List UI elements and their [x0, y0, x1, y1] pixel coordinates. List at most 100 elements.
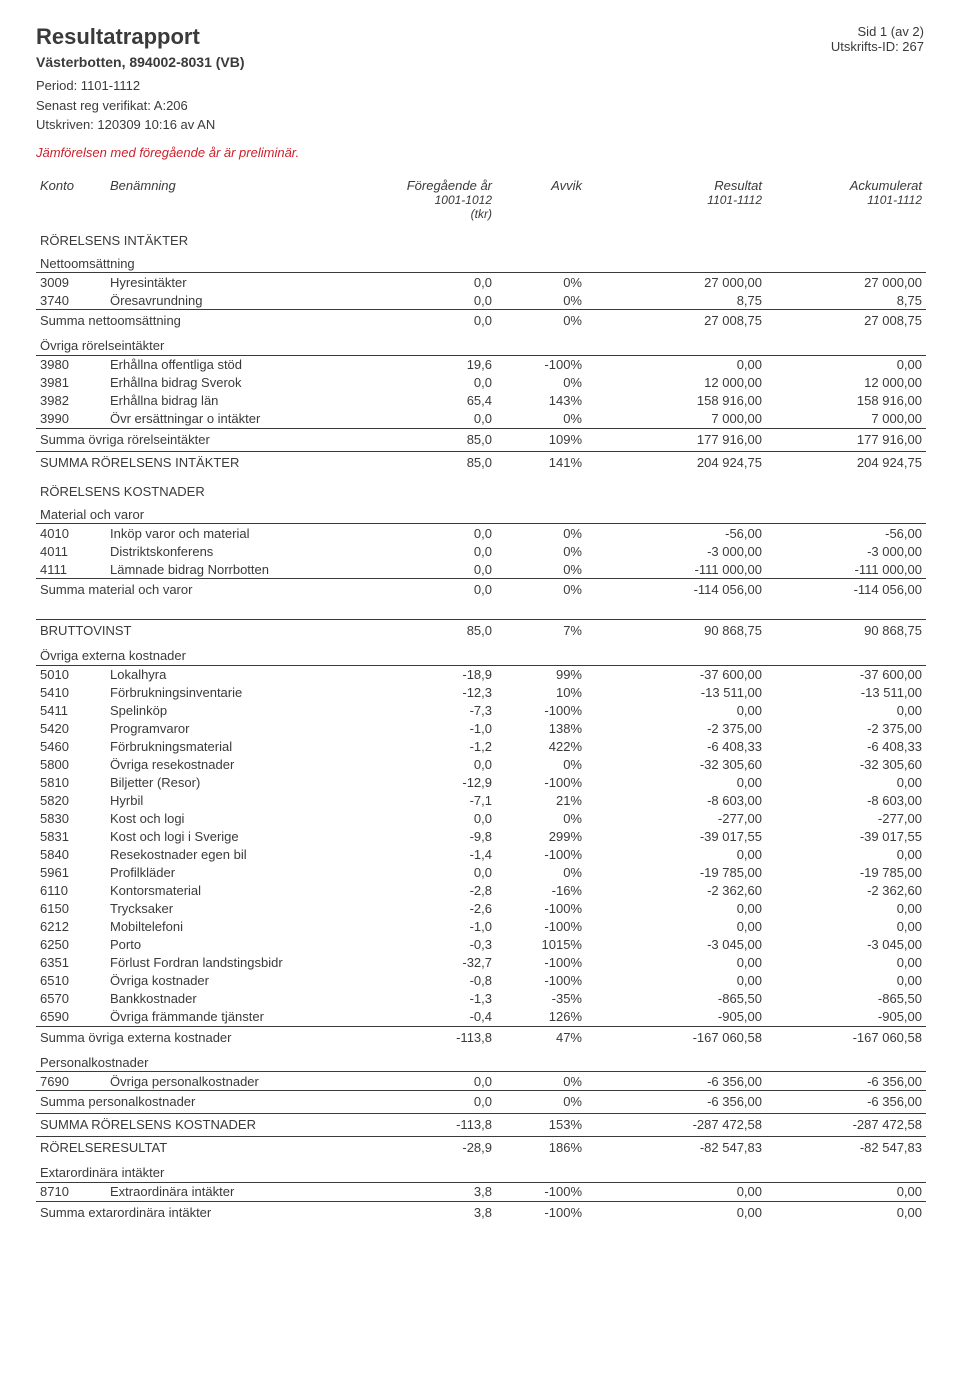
cell-result: -82 547,83: [586, 1137, 766, 1160]
sum-label: RÖRELSERESULTAT: [36, 1137, 366, 1160]
cell-result: 0,00: [586, 918, 766, 936]
cell-avvik: 422%: [496, 738, 586, 756]
subsection-label: Extarordinära intäkter: [36, 1159, 926, 1182]
subsection-label: Material och varor: [36, 501, 926, 524]
cell-result: -167 060,58: [586, 1026, 766, 1049]
cell-ackum: -114 056,00: [766, 579, 926, 602]
cell-konto: 6351: [36, 954, 106, 972]
cell-ackum: 0,00: [766, 918, 926, 936]
gap-row: [36, 601, 926, 620]
cell-result: -2 362,60: [586, 882, 766, 900]
cell-avvik: 0%: [496, 1091, 586, 1114]
cell-prev: 0,0: [366, 310, 496, 333]
cell-ackum: -6 356,00: [766, 1072, 926, 1091]
sum-row: Summa extarordinära intäkter3,8-100%0,00…: [36, 1201, 926, 1224]
subsection-label: Personalkostnader: [36, 1049, 926, 1072]
cell-prev: -113,8: [366, 1026, 496, 1049]
cell-avvik: 10%: [496, 684, 586, 702]
cell-avvik: 138%: [496, 720, 586, 738]
cell-konto: 5420: [36, 720, 106, 738]
cell-result: 158 916,00: [586, 392, 766, 410]
table-row: 5830Kost och logi0,00%-277,00-277,00: [36, 810, 926, 828]
cell-ackum: 0,00: [766, 774, 926, 792]
cell-benamning: Öresavrundning: [106, 291, 366, 310]
cell-prev: -9,8: [366, 828, 496, 846]
utskriven: Utskriven: 120309 10:16 av AN: [36, 115, 924, 135]
table-row: 5800Övriga resekostnader0,00%-32 305,60-…: [36, 756, 926, 774]
cell-konto: 5800: [36, 756, 106, 774]
cell-avvik: 0%: [496, 291, 586, 310]
sum-total-row: BRUTTOVINST85,07%90 868,7590 868,75: [36, 620, 926, 643]
cell-benamning: Lokalhyra: [106, 665, 366, 684]
cell-ackum: 177 916,00: [766, 428, 926, 451]
cell-ackum: -82 547,83: [766, 1137, 926, 1160]
cell-benamning: Erhållna offentliga stöd: [106, 355, 366, 374]
table-row: 5010Lokalhyra-18,999%-37 600,00-37 600,0…: [36, 665, 926, 684]
cell-result: -6 356,00: [586, 1072, 766, 1091]
cell-ackum: -3 045,00: [766, 936, 926, 954]
prelim-note: Jämförelsen med föregående år är prelimi…: [36, 145, 924, 160]
cell-result: 8,75: [586, 291, 766, 310]
cell-konto: 7690: [36, 1072, 106, 1091]
cell-prev: 85,0: [366, 451, 496, 474]
cell-prev: 0,0: [366, 524, 496, 543]
cell-prev: 0,0: [366, 1072, 496, 1091]
cell-konto: 5831: [36, 828, 106, 846]
cell-konto: 5830: [36, 810, 106, 828]
cell-benamning: Mobiltelefoni: [106, 918, 366, 936]
sum-total-row: SUMMA RÖRELSENS INTÄKTER85,0141%204 924,…: [36, 451, 926, 474]
cell-ackum: 158 916,00: [766, 392, 926, 410]
cell-ackum: -37 600,00: [766, 665, 926, 684]
cell-benamning: Biljetter (Resor): [106, 774, 366, 792]
table-row: 5410Förbrukningsinventarie-12,310%-13 51…: [36, 684, 926, 702]
sum-label: Summa nettoomsättning: [36, 310, 366, 333]
sum-label: Summa material och varor: [36, 579, 366, 602]
cell-avvik: 0%: [496, 374, 586, 392]
cell-ackum: 12 000,00: [766, 374, 926, 392]
sum-total-row: RÖRELSERESULTAT-28,9186%-82 547,83-82 54…: [36, 1137, 926, 1160]
cell-prev: -28,9: [366, 1137, 496, 1160]
cell-avvik: 7%: [496, 620, 586, 643]
cell-result: 0,00: [586, 846, 766, 864]
cell-prev: 0,0: [366, 1091, 496, 1114]
table-row: 5840Resekostnader egen bil-1,4-100%0,000…: [36, 846, 926, 864]
cell-prev: -113,8: [366, 1114, 496, 1137]
page-title: Resultatrapport: [36, 24, 924, 50]
cell-ackum: -287 472,58: [766, 1114, 926, 1137]
cell-konto: 3740: [36, 291, 106, 310]
cell-prev: 0,0: [366, 864, 496, 882]
cell-ackum: -56,00: [766, 524, 926, 543]
col-resultat-label: Resultat: [714, 178, 762, 193]
sum-label: SUMMA RÖRELSENS INTÄKTER: [36, 451, 366, 474]
col-resultat: Resultat 1101-1112: [586, 176, 766, 223]
subsection-heading: Nettoomsättning: [36, 250, 926, 273]
cell-prev: 0,0: [366, 273, 496, 292]
sum-label: Summa övriga rörelseintäkter: [36, 428, 366, 451]
cell-avvik: 0%: [496, 1072, 586, 1091]
cell-ackum: -2 362,60: [766, 882, 926, 900]
cell-result: -114 056,00: [586, 579, 766, 602]
table-row: 6570Bankkostnader-1,3-35%-865,50-865,50: [36, 990, 926, 1008]
table-header: Konto Benämning Föregående år 1001-1012 …: [36, 176, 926, 223]
cell-prev: -2,6: [366, 900, 496, 918]
cell-avvik: -100%: [496, 846, 586, 864]
col-foregaende-sub2: (tkr): [370, 207, 492, 221]
table-row: 4010Inköp varor och material0,00%-56,00-…: [36, 524, 926, 543]
cell-konto: 6510: [36, 972, 106, 990]
cell-prev: -12,9: [366, 774, 496, 792]
cell-result: 0,00: [586, 355, 766, 374]
cell-benamning: Kost och logi i Sverige: [106, 828, 366, 846]
cell-result: -32 305,60: [586, 756, 766, 774]
table-row: 3980Erhållna offentliga stöd19,6-100%0,0…: [36, 355, 926, 374]
col-ackum-sub: 1101-1112: [770, 193, 922, 207]
cell-konto: 6212: [36, 918, 106, 936]
cell-prev: 19,6: [366, 355, 496, 374]
cell-avvik: 126%: [496, 1008, 586, 1027]
cell-prev: 65,4: [366, 392, 496, 410]
cell-result: -111 000,00: [586, 560, 766, 579]
subsection-label: Övriga externa kostnader: [36, 642, 926, 665]
table-row: 3009Hyresintäkter0,00%27 000,0027 000,00: [36, 273, 926, 292]
cell-prev: -2,8: [366, 882, 496, 900]
cell-prev: 0,0: [366, 756, 496, 774]
cell-result: -3 045,00: [586, 936, 766, 954]
